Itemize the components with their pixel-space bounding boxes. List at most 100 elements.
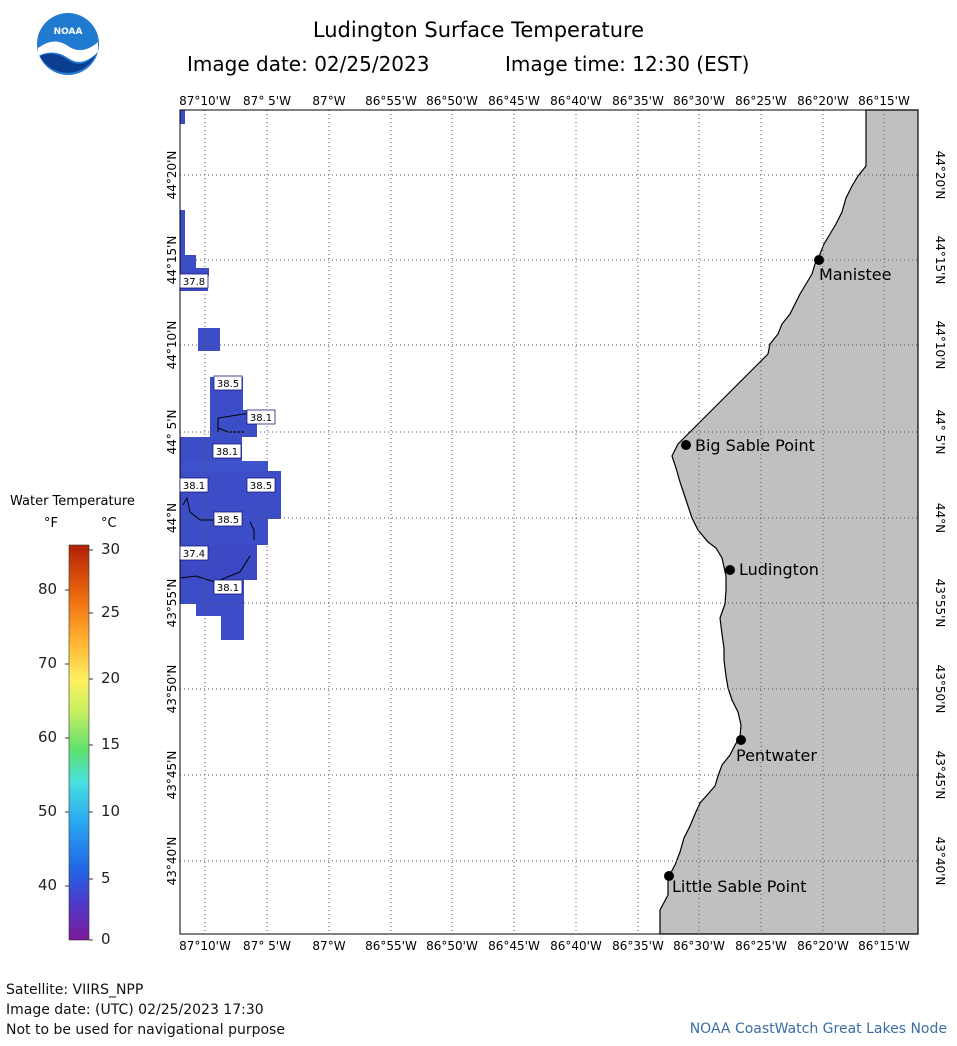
temperature-labels: 37.8 38.5 38.1 38.1 38.1 38.5 38.5 37.4 38.1 [179,273,276,595]
city-label: Pentwater [736,746,817,765]
utc-date: Image date: (UTC) 02/25/2023 17:30 [6,1002,264,1018]
lat-tick-label: 44° 5'N [165,410,179,455]
legend-f-tick: 60 [38,728,58,746]
legend-title: Water Temperature [10,494,135,509]
legend-c-tick: 10 [101,802,121,820]
legend-c-tick: 0 [101,930,111,948]
city-label: Ludington [739,560,819,579]
temperature-label: 38.1 [213,579,243,595]
image-time: Image time: 12:30 (EST) [505,52,750,76]
city-marker: Big Sable Point [681,436,815,455]
city-marker: Little Sable Point [664,871,807,896]
temperature-label: 37.4 [179,545,209,561]
svg-text:38.5: 38.5 [250,481,272,492]
svg-text:38.5: 38.5 [217,379,239,390]
lon-tick-label: 86°45'W [488,94,540,108]
credit-link[interactable]: NOAA CoastWatch Great Lakes Node [689,1021,947,1037]
svg-text:38.1: 38.1 [216,447,238,458]
lon-tick-label: 86°35'W [612,939,664,953]
lat-tick-label: 44°15'N [165,236,179,285]
lat-tick-label: 44°N [165,503,179,533]
legend-c-tick: 5 [101,869,111,887]
lon-tick-label: 86°20'W [797,94,849,108]
lat-tick-label: 44°20'N [933,151,947,200]
lat-tick-label: 44°15'N [933,236,947,285]
map-frame [179,109,919,935]
page-title: Ludington Surface Temperature [312,18,645,42]
lat-tick-label: 44°N [933,503,947,533]
lon-tick-label: 86°50'W [426,94,478,108]
lon-tick-label: 86°15'W [858,939,910,953]
satellite-label: Satellite: VIIRS_NPP [6,982,144,998]
legend-c-tick: 30 [101,540,121,558]
city-label: Big Sable Point [695,436,815,455]
temperature-label: 38.1 [179,477,209,493]
svg-text:38.5: 38.5 [217,515,239,526]
color-scale [65,544,93,941]
legend-c-tick: 15 [101,735,121,753]
temperature-label: 38.5 [246,477,276,493]
lon-tick-label: 86°40'W [550,939,602,953]
svg-text:37.8: 37.8 [183,277,205,288]
lat-tick-label: 44°10'N [933,321,947,370]
lat-tick-label: 43°50'N [933,665,947,714]
lat-tick-label: 44°20'N [165,151,179,200]
lon-tick-label: 86°50'W [426,939,478,953]
land-area [659,109,919,935]
lat-tick-label: 44° 5'N [933,410,947,455]
lon-tick-label: 86°30'W [673,94,725,108]
lon-tick-label: 87°10'W [179,939,231,953]
svg-text:38.1: 38.1 [183,481,205,492]
unit-fahrenheit: °F [44,516,58,531]
svg-text:38.1: 38.1 [250,413,272,424]
axis-labels: 87°10'W 87°10'W 87° 5'W 87° 5'W 87°W 87°W 86°5… [165,94,947,953]
lat-tick-label: 43°40'N [165,837,179,886]
unit-celsius: °C [101,516,117,531]
lon-tick-label: 87° 5'W [243,939,291,953]
city-label: Manistee [819,265,892,284]
lon-tick-label: 86°55'W [365,939,417,953]
legend-f-tick: 70 [38,654,58,672]
lon-tick-label: 86°35'W [612,94,664,108]
city-marker: Manistee [814,255,892,284]
city-label: Little Sable Point [672,877,807,896]
lon-tick-label: 86°30'W [673,939,725,953]
city-marker: Pentwater [736,735,817,765]
lat-tick-label: 43°50'N [165,665,179,714]
lat-tick-label: 43°45'N [933,751,947,800]
legend-c-tick: 25 [101,603,121,621]
lat-tick-label: 43°55'N [933,579,947,628]
image-date: Image date: 02/25/2023 [187,52,430,76]
graticule [180,110,918,934]
lat-tick-label: 43°45'N [165,751,179,800]
legend-f-tick: 40 [38,876,58,894]
lon-tick-label: 86°40'W [550,94,602,108]
legend-f-tick: 50 [38,802,58,820]
temperature-label: 38.5 [213,375,243,391]
lon-tick-label: 86°20'W [797,939,849,953]
disclaimer: Not to be used for navigational purpose [6,1022,285,1038]
temperature-label: 37.8 [179,273,209,289]
lat-tick-label: 43°40'N [933,837,947,886]
lon-tick-label: 87°W [312,94,345,108]
noaa-logo: NOAA [37,13,99,75]
lon-tick-label: 87° 5'W [243,94,291,108]
lon-tick-label: 86°45'W [488,939,540,953]
legend-c-tick: 20 [101,669,121,687]
water-temperature-pixels [180,110,281,640]
svg-text:37.4: 37.4 [183,549,205,560]
legend-f-tick: 80 [38,580,58,598]
svg-text:38.1: 38.1 [217,583,239,594]
temperature-label: 38.5 [213,511,243,527]
logo-text: NOAA [54,27,83,37]
temperature-label: 38.1 [246,409,276,425]
lat-tick-label: 44°10'N [165,321,179,370]
city-marker: Ludington [725,560,819,579]
lat-tick-label: 43°55'N [165,579,179,628]
lon-tick-label: 87°W [312,939,345,953]
lon-tick-label: 87°10'W [179,94,231,108]
city-markers: Manistee Big Sable Point Ludington Pentwate… [664,255,892,896]
temperature-label: 38.1 [212,443,242,459]
lon-tick-label: 86°25'W [735,94,787,108]
